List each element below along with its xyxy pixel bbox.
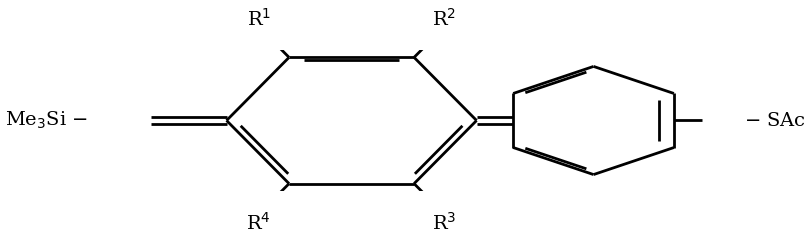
Text: R$^3$: R$^3$: [432, 212, 457, 234]
Text: R$^1$: R$^1$: [246, 7, 271, 29]
Text: Me$_3$Si $-$: Me$_3$Si $-$: [5, 110, 88, 131]
Text: R$^4$: R$^4$: [246, 212, 271, 234]
Text: $-$ SAc: $-$ SAc: [743, 112, 806, 129]
Text: R$^2$: R$^2$: [432, 7, 457, 29]
